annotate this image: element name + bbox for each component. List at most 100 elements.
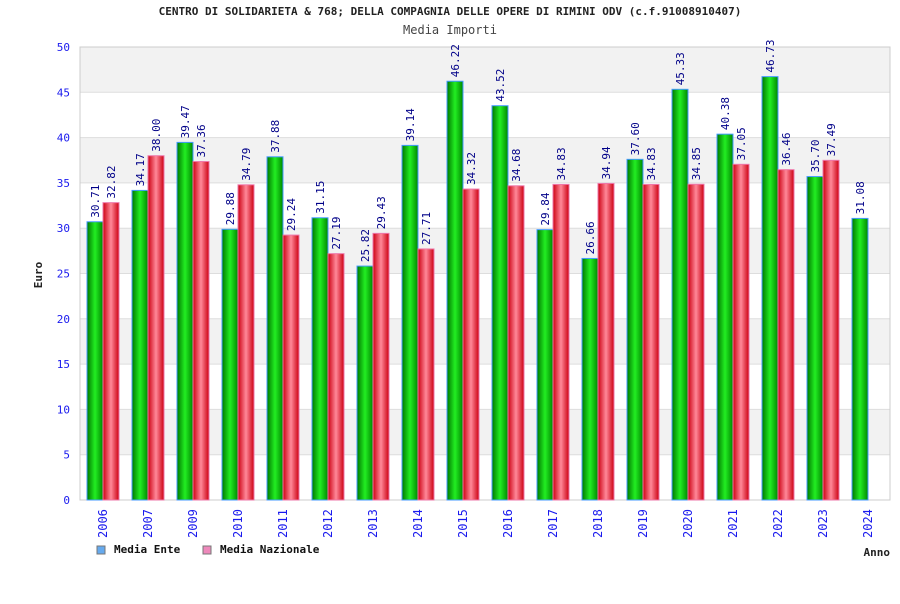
data-label: 34.68	[510, 149, 523, 182]
legend-swatch-media-ente	[96, 545, 106, 555]
bar-media-ente-2024	[851, 217, 869, 501]
data-label: 32.82	[105, 166, 118, 199]
grid-band	[80, 409, 890, 455]
chart-subtitle: Media Importi	[403, 23, 497, 37]
y-tick-label: 0	[63, 494, 70, 507]
x-tick-label: 2021	[726, 509, 740, 538]
x-tick-label: 2015	[456, 509, 470, 538]
grid-band	[80, 454, 890, 500]
bar-media-nazionale-2012	[327, 253, 345, 501]
bar-media-nazionale-2019	[642, 183, 660, 501]
y-tick-label: 30	[57, 222, 70, 235]
bar-media-ente-2006	[86, 221, 104, 501]
data-label: 37.36	[195, 124, 208, 157]
legend-swatch-media-nazionale	[202, 545, 212, 555]
bar-media-nazionale-2013	[372, 232, 390, 501]
bar-media-ente-2018	[581, 257, 599, 501]
x-tick-label: 2017	[546, 509, 560, 538]
grid-band	[80, 137, 890, 183]
x-tick-label: 2020	[681, 509, 695, 538]
bar-media-ente-2022	[761, 76, 779, 501]
x-tick-label: 2018	[591, 509, 605, 538]
data-label: 34.94	[600, 146, 613, 179]
data-label: 25.82	[359, 229, 372, 262]
x-tick-label: 2023	[816, 509, 830, 538]
bar-media-ente-2007	[131, 189, 149, 501]
data-label: 37.88	[269, 120, 282, 153]
bar-media-nazionale-2018	[597, 182, 615, 501]
data-label: 40.38	[719, 97, 732, 130]
bar-media-ente-2021	[716, 133, 734, 501]
data-label: 31.08	[854, 181, 867, 214]
bar-media-ente-2016	[491, 105, 509, 501]
data-label: 39.14	[404, 108, 417, 141]
bar-media-ente-2014	[401, 144, 419, 501]
y-tick-label: 40	[57, 132, 70, 145]
bar-media-nazionale-2022	[777, 169, 795, 501]
x-tick-label: 2013	[366, 509, 380, 538]
y-tick-label: 25	[57, 268, 70, 281]
x-tick-label: 2011	[276, 509, 290, 538]
grid-band	[80, 92, 890, 138]
legend-label-media-nazionale: Media Nazionale	[220, 543, 320, 556]
bar-media-ente-2011	[266, 156, 284, 501]
y-tick-label: 15	[57, 358, 70, 371]
x-tick-label: 2010	[231, 509, 245, 538]
y-tick-label: 20	[57, 313, 70, 326]
y-tick-label: 35	[57, 177, 70, 190]
x-tick-label: 2016	[501, 509, 515, 538]
bar-media-ente-2009	[176, 141, 194, 501]
bar-media-nazionale-2016	[507, 185, 525, 501]
bar-media-ente-2010	[221, 228, 239, 501]
data-label: 34.83	[645, 147, 658, 180]
bar-media-ente-2023	[806, 176, 824, 501]
data-label: 34.17	[134, 153, 147, 186]
legend: Media Ente Media Nazionale	[96, 543, 320, 556]
data-label: 36.46	[780, 133, 793, 166]
data-label: 43.52	[494, 69, 507, 102]
data-label: 26.66	[584, 221, 597, 254]
bar-media-nazionale-2011	[282, 234, 300, 501]
grid-band	[80, 182, 890, 229]
data-label: 46.22	[449, 44, 462, 77]
bar-media-nazionale-2006	[102, 202, 120, 501]
bar-media-nazionale-2014	[417, 248, 435, 501]
data-label: 46.73	[764, 40, 777, 73]
data-label: 35.70	[809, 139, 822, 172]
data-label: 27.71	[420, 212, 433, 245]
bar-media-ente-2013	[356, 265, 374, 501]
x-tick-label: 2009	[186, 509, 200, 538]
data-label: 45.33	[674, 52, 687, 85]
grid-band	[80, 47, 890, 93]
y-tick-label: 45	[57, 86, 70, 99]
bar-media-nazionale-2010	[237, 184, 255, 501]
bar-media-nazionale-2020	[687, 183, 705, 501]
x-tick-label: 2022	[771, 509, 785, 538]
x-tick-label: 2007	[141, 509, 155, 538]
grid-band	[80, 228, 890, 274]
bar-media-nazionale-2007	[147, 155, 165, 501]
x-tick-label: 2006	[96, 509, 110, 538]
chart-title: CENTRO DI SOLIDARIETA & 768; DELLA COMPA…	[159, 5, 742, 18]
y-tick-label: 5	[63, 449, 70, 462]
bar-media-ente-2012	[311, 217, 329, 501]
data-label: 30.71	[89, 185, 102, 218]
x-tick-label: 2012	[321, 509, 335, 538]
bar-media-ente-2015	[446, 80, 464, 501]
grid-band	[80, 364, 890, 410]
x-tick-label: 2014	[411, 509, 425, 538]
grid-band	[80, 318, 890, 365]
bar-media-nazionale-2015	[462, 188, 480, 501]
y-axis-label: Euro	[32, 261, 45, 288]
bar-media-nazionale-2009	[192, 161, 210, 501]
data-label: 34.85	[690, 147, 703, 180]
data-label: 34.32	[465, 152, 478, 185]
bar-media-nazionale-2021	[732, 163, 750, 501]
data-label: 34.83	[555, 147, 568, 180]
bar-media-nazionale-2017	[552, 183, 570, 501]
data-label: 29.24	[285, 198, 298, 231]
data-label: 37.05	[735, 127, 748, 160]
data-label: 31.15	[314, 181, 327, 214]
